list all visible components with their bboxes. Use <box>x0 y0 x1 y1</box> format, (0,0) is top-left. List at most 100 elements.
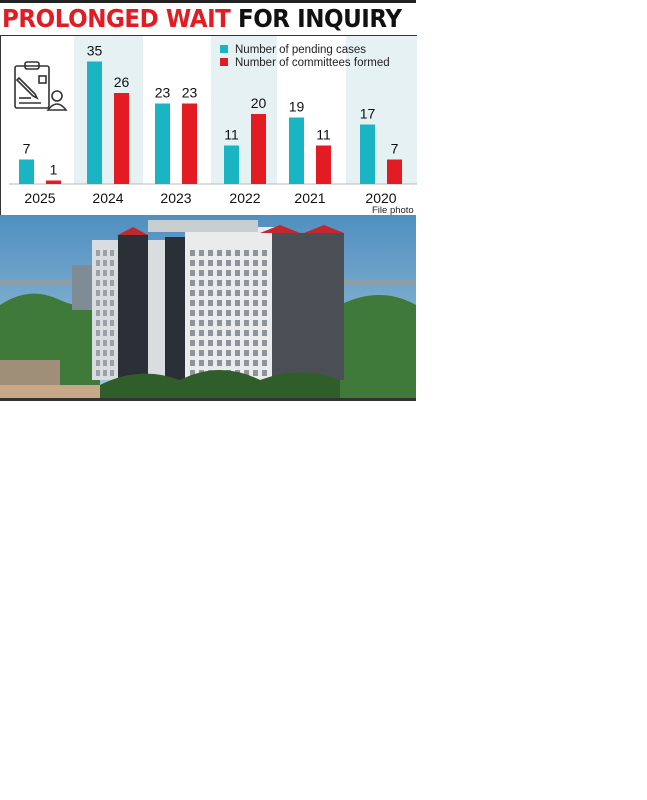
title-black: FOR INQUIRY <box>237 4 402 33</box>
window <box>253 300 258 306</box>
legend-swatch <box>220 45 228 53</box>
legend-label: Number of pending cases <box>235 44 366 56</box>
window <box>190 340 195 346</box>
window <box>190 290 195 296</box>
window <box>226 340 231 346</box>
data-label: 7 <box>23 141 31 157</box>
window <box>208 300 213 306</box>
window <box>235 330 240 336</box>
window <box>96 370 100 376</box>
window <box>199 340 204 346</box>
window <box>217 320 222 326</box>
window <box>226 250 231 256</box>
window <box>262 330 267 336</box>
window <box>199 270 204 276</box>
bar-committees <box>251 114 266 184</box>
data-label: 26 <box>114 74 130 90</box>
window <box>235 360 240 366</box>
window <box>253 270 258 276</box>
window <box>199 250 204 256</box>
window <box>96 280 100 286</box>
window <box>244 260 249 266</box>
window <box>110 310 114 316</box>
window <box>226 330 231 336</box>
window <box>235 340 240 346</box>
window <box>262 340 267 346</box>
window <box>217 270 222 276</box>
window <box>103 330 107 336</box>
window <box>253 330 258 336</box>
window <box>262 370 267 376</box>
window <box>262 360 267 366</box>
window <box>235 250 240 256</box>
bar-chart: 2025 7 1 2024 35 26 2023 23 23 2022 11 20 2021 19 11 20… <box>9 36 417 206</box>
window <box>235 280 240 286</box>
window <box>208 340 213 346</box>
band-shade <box>74 36 143 184</box>
window <box>103 310 107 316</box>
chart-area: 2025 7 1 2024 35 26 2023 23 23 2022 11 20 2021 19 11 20… <box>0 35 417 216</box>
window <box>226 350 231 356</box>
window <box>190 260 195 266</box>
bar-pending <box>289 117 304 184</box>
window <box>244 340 249 346</box>
bar-pending <box>360 124 375 184</box>
window <box>96 330 100 336</box>
window <box>110 330 114 336</box>
window <box>208 280 213 286</box>
window <box>199 300 204 306</box>
window <box>96 290 100 296</box>
window <box>244 350 249 356</box>
window <box>199 330 204 336</box>
window <box>190 270 195 276</box>
bar-pending <box>155 103 170 184</box>
data-label: 11 <box>224 127 239 143</box>
window <box>199 290 204 296</box>
window <box>110 260 114 266</box>
data-label: 20 <box>251 95 267 111</box>
data-label: 35 <box>87 43 103 59</box>
caption: File photo <box>372 205 414 216</box>
window <box>226 280 231 286</box>
window <box>244 280 249 286</box>
window <box>190 360 195 366</box>
window <box>96 270 100 276</box>
window <box>226 310 231 316</box>
window <box>262 250 267 256</box>
window <box>190 280 195 286</box>
window <box>208 260 213 266</box>
window <box>110 360 114 366</box>
window <box>199 280 204 286</box>
window <box>262 280 267 286</box>
top-rule <box>0 0 416 3</box>
x-tick-label: 2020 <box>365 190 396 206</box>
window <box>226 320 231 326</box>
window <box>244 290 249 296</box>
window <box>208 330 213 336</box>
chart-title: PROLONGED WAIT FOR INQUIRY <box>2 4 402 33</box>
bar-committees <box>387 159 402 184</box>
window <box>253 350 258 356</box>
window <box>253 360 258 366</box>
window <box>217 260 222 266</box>
window <box>103 250 107 256</box>
window <box>235 270 240 276</box>
window <box>110 370 114 376</box>
bar-pending <box>19 159 34 184</box>
clipboard-user-icon <box>14 61 68 111</box>
window <box>262 270 267 276</box>
window <box>190 350 195 356</box>
window <box>244 310 249 316</box>
window <box>208 350 213 356</box>
window <box>226 260 231 266</box>
window <box>103 270 107 276</box>
data-label: 1 <box>50 162 58 178</box>
window <box>199 260 204 266</box>
window <box>110 280 114 286</box>
x-tick-label: 2021 <box>294 190 325 206</box>
window <box>103 360 107 366</box>
data-label: 11 <box>316 127 331 143</box>
window <box>110 320 114 326</box>
data-label: 23 <box>182 85 198 101</box>
